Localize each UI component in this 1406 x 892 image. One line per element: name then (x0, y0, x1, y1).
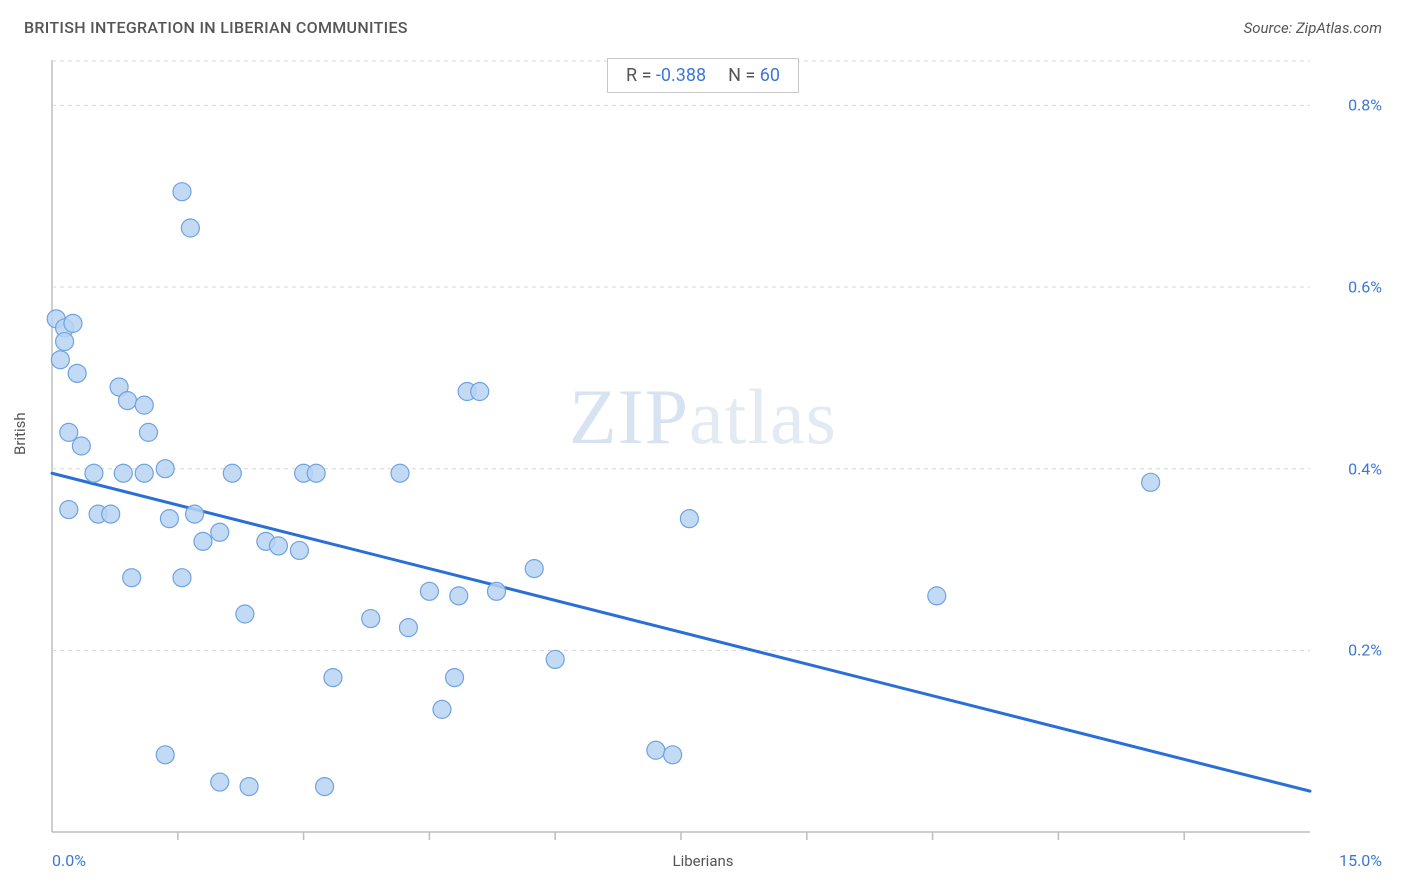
y-tick-label: 0.8% (1348, 96, 1382, 115)
n-stat: N = 60 (728, 65, 780, 86)
y-tick-label: 0.2% (1348, 641, 1382, 660)
chart-title: BRITISH INTEGRATION IN LIBERIAN COMMUNIT… (24, 18, 408, 37)
source-label: Source: ZipAtlas.com (1244, 19, 1382, 37)
x-axis-label: Liberians (672, 852, 733, 870)
r-label: R = (626, 65, 651, 86)
x-min-label: 0.0% (52, 851, 86, 870)
n-label: N = (728, 65, 755, 86)
r-value: -0.388 (656, 65, 706, 86)
x-max-label: 15.0% (1339, 851, 1382, 870)
n-value: 60 (760, 65, 780, 86)
y-tick-label: 0.4% (1348, 459, 1382, 478)
y-tick-label: 0.6% (1348, 278, 1382, 297)
r-stat: R = -0.388 (626, 65, 706, 86)
chart-container: ZIPatlas R = -0.388 N = 60 British Liber… (24, 58, 1382, 874)
stats-box: R = -0.388 N = 60 (607, 58, 799, 93)
scatter-chart (24, 58, 1382, 874)
y-axis-label: British (11, 412, 29, 455)
